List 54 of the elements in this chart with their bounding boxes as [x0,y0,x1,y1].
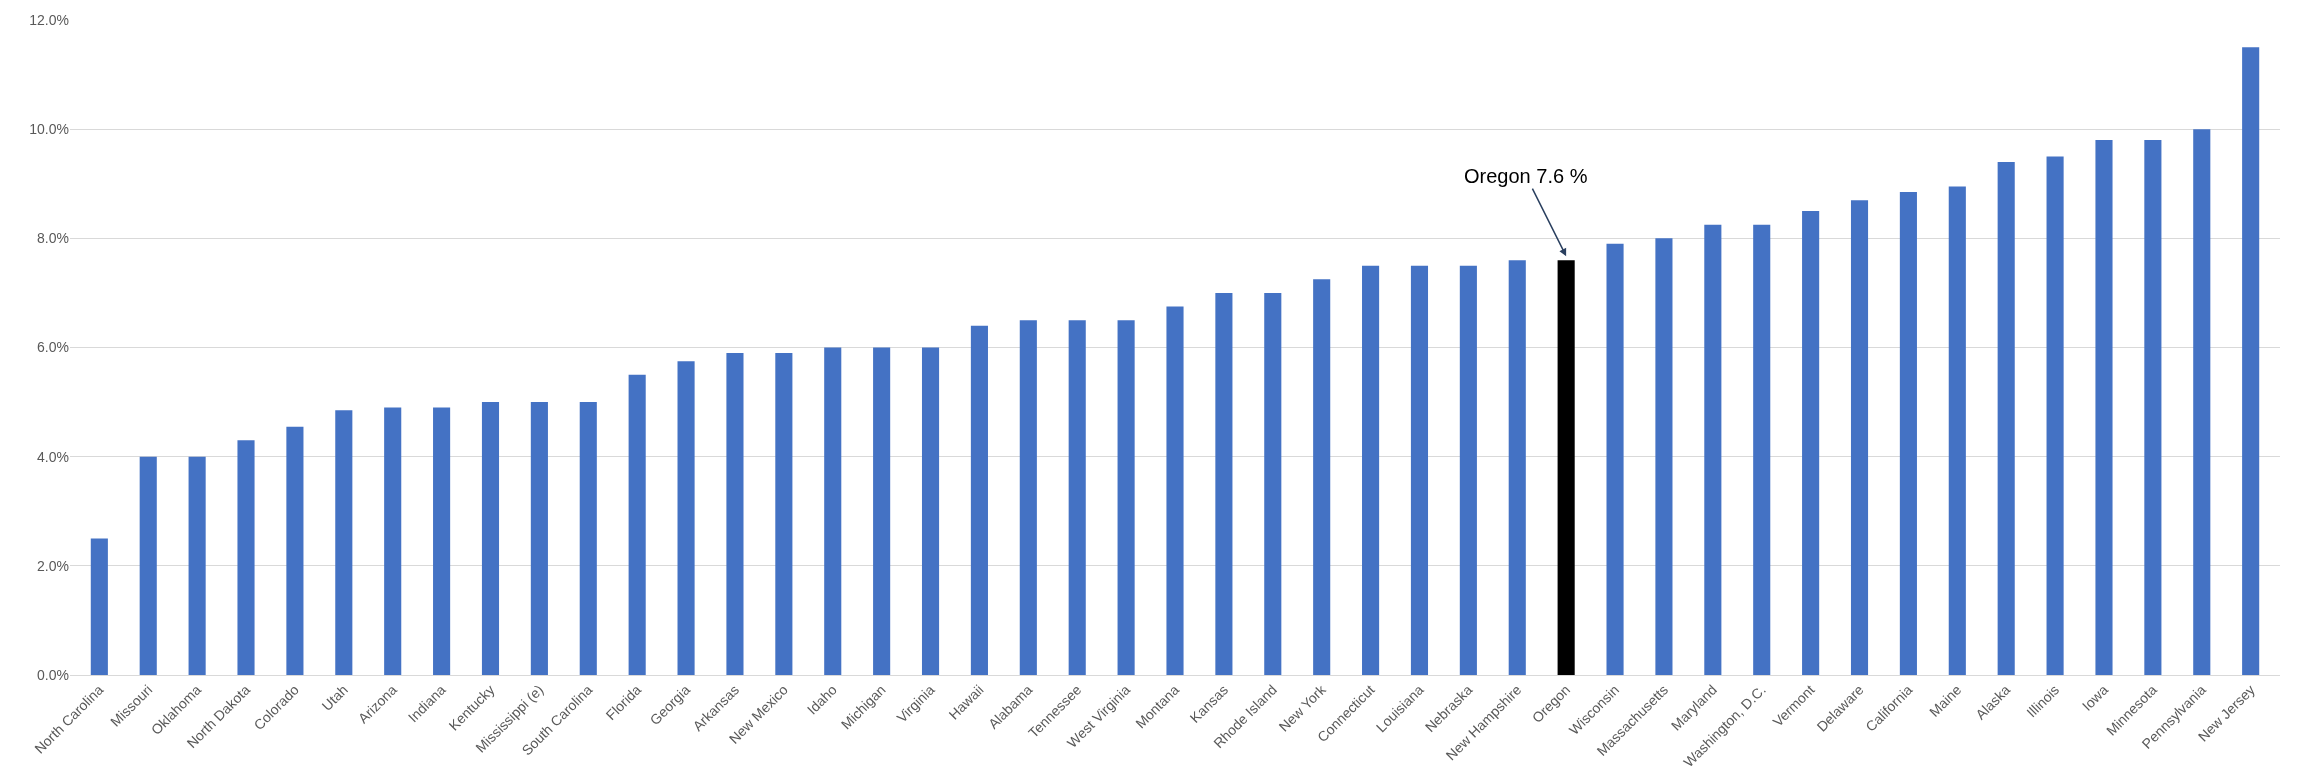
bar [1753,224,1771,675]
x-tick-label: Utah [318,681,351,714]
bar [824,347,842,675]
bar [2046,156,2064,675]
bar [628,374,646,675]
bar [1997,161,2015,675]
annotation: Oregon 7.6 % [1464,165,1588,187]
bar [873,347,891,675]
bar [384,407,402,675]
bar [188,456,206,675]
bar [1606,243,1624,675]
bar [1019,320,1037,675]
bar [237,440,255,675]
y-tick-label: 6.0% [37,339,69,356]
bar [2242,47,2260,675]
bar [1410,265,1429,675]
bar [139,456,157,675]
y-tick-label: 12.0% [29,11,69,28]
bar [970,325,988,675]
bar [90,538,108,675]
bar [1117,320,1135,675]
bar [1802,211,1820,675]
bar [1362,265,1380,675]
y-tick-label: 4.0% [37,448,69,465]
bar [1704,224,1722,675]
bar [726,352,744,675]
bar [1508,260,1526,675]
bar [1264,292,1282,675]
bar [1948,186,1966,675]
y-tick-label: 10.0% [29,121,69,138]
y-tick-label: 8.0% [37,230,69,247]
bar [2193,129,2211,675]
bar [433,407,451,675]
bar [1655,238,1673,675]
bar [1313,279,1331,675]
bar [1850,200,1869,675]
bar [286,426,304,675]
bar [1899,191,1917,675]
bar [921,347,940,675]
bar [2144,140,2162,675]
bar [1459,265,1477,675]
bar [1557,260,1575,675]
y-tick-label: 0.0% [37,666,69,683]
bar [579,402,597,675]
bar [481,402,500,675]
bar [775,352,793,675]
bar [677,361,695,675]
bar [1215,292,1233,675]
bar [530,402,548,675]
bar [335,410,353,675]
bar [2095,140,2113,675]
y-tick-label: 2.0% [37,557,69,574]
bar [1166,306,1184,675]
bar [1068,320,1086,675]
